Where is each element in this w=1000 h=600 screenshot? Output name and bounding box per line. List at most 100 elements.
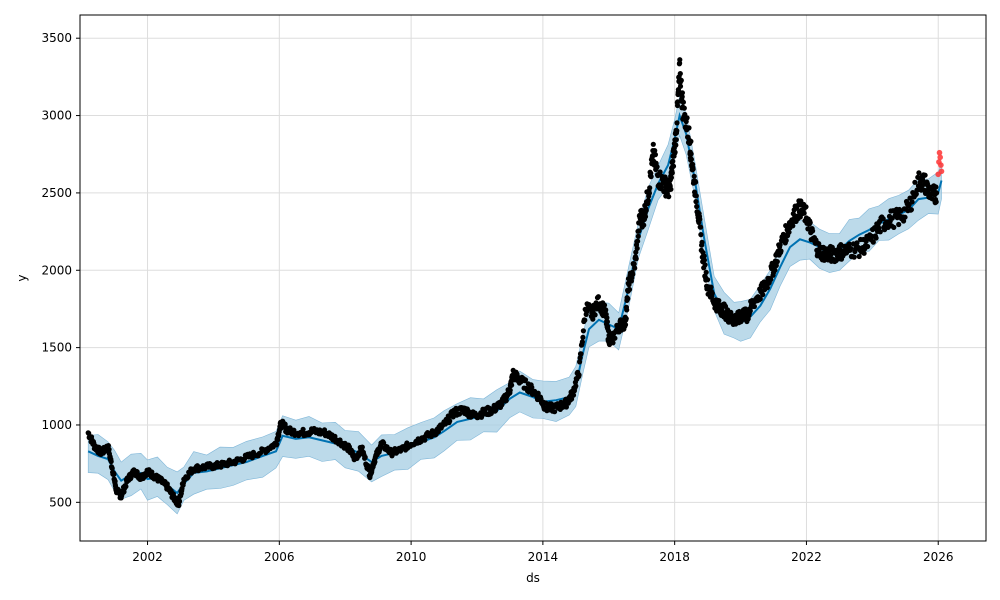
observed-point <box>643 208 649 214</box>
observed-point <box>902 214 908 220</box>
observed-point <box>580 328 587 334</box>
observed-point <box>686 125 692 131</box>
observed-point <box>698 232 704 238</box>
observed-point <box>777 242 783 248</box>
observed-point <box>891 224 897 230</box>
x-axis-ticks: 2002 2006 2010 2014 2018 2022 2026 <box>132 541 954 564</box>
observed-point <box>658 184 665 190</box>
observed-point <box>698 224 704 230</box>
observed-point <box>595 294 602 300</box>
observed-point <box>654 164 660 170</box>
observed-point <box>705 277 711 283</box>
observed-point <box>774 259 780 265</box>
observed-point <box>697 216 703 222</box>
observed-point <box>783 237 789 244</box>
observed-point <box>592 312 598 318</box>
observed-point <box>801 210 807 216</box>
observed-point <box>716 298 722 304</box>
y-tick-label: 1500 <box>41 341 72 355</box>
observed-point <box>612 335 618 341</box>
observed-point <box>635 238 641 244</box>
observed-point <box>666 194 672 200</box>
observed-point <box>786 229 792 235</box>
observed-point <box>646 190 653 196</box>
recent-point <box>936 149 943 156</box>
observed-point <box>624 307 630 313</box>
observed-point <box>631 261 637 267</box>
x-tick-label: 2026 <box>923 550 954 564</box>
observed-point <box>933 184 939 190</box>
observed-point <box>590 316 596 322</box>
observed-point <box>772 267 778 273</box>
x-tick-label: 2006 <box>264 550 295 564</box>
x-axis-title: ds <box>526 571 540 585</box>
observed-point <box>630 271 636 277</box>
observed-point <box>623 316 629 322</box>
observed-point <box>846 241 852 247</box>
observed-point <box>573 383 579 389</box>
observed-point <box>872 225 878 231</box>
observed-point <box>633 256 639 262</box>
observed-point <box>529 384 535 390</box>
observed-point <box>499 402 505 408</box>
observed-point <box>604 319 611 325</box>
observed-point <box>577 359 583 365</box>
observed-point <box>810 228 816 234</box>
observed-point <box>703 269 709 275</box>
observed-point <box>922 172 928 178</box>
observed-point <box>668 175 675 181</box>
observed-point <box>563 404 570 410</box>
observed-point <box>673 137 679 143</box>
observed-point <box>605 324 611 330</box>
observed-point <box>362 454 368 460</box>
observed-point <box>372 459 378 465</box>
observed-point <box>909 199 915 205</box>
recent-point <box>938 162 944 168</box>
observed-point <box>757 296 763 302</box>
observed-point <box>912 179 918 185</box>
observed-point <box>579 339 586 345</box>
y-tick-label: 2500 <box>41 186 72 200</box>
observed-point <box>701 257 708 263</box>
observed-point <box>648 174 654 180</box>
observed-point <box>601 302 608 308</box>
x-tick-label: 2014 <box>528 550 559 564</box>
y-tick-label: 500 <box>49 495 72 509</box>
observed-point <box>641 222 647 228</box>
observed-point <box>790 223 796 229</box>
observed-point <box>679 94 685 100</box>
observed-point <box>668 186 674 192</box>
observed-point <box>861 250 867 256</box>
observed-point <box>300 426 306 432</box>
observed-point <box>702 262 708 268</box>
observed-point <box>678 77 684 83</box>
observed-point <box>642 214 649 220</box>
observed-point <box>854 240 860 246</box>
observed-point <box>688 151 694 157</box>
observed-point <box>773 262 779 269</box>
y-tick-label: 3500 <box>41 31 72 45</box>
observed-point <box>509 382 515 388</box>
observed-point <box>673 142 679 148</box>
observed-point <box>677 57 683 63</box>
observed-point <box>634 245 640 251</box>
observed-point <box>282 421 288 427</box>
observed-point <box>576 372 582 378</box>
observed-point <box>677 83 684 89</box>
x-tick-label: 2018 <box>659 550 690 564</box>
observed-point <box>870 239 876 245</box>
observed-point <box>604 315 610 321</box>
y-tick-label: 3000 <box>41 109 72 123</box>
observed-point <box>760 292 766 298</box>
observed-point <box>778 248 784 254</box>
observed-point <box>108 458 114 465</box>
observed-point <box>670 163 677 169</box>
observed-point <box>694 203 700 210</box>
observed-point <box>109 465 115 471</box>
observed-point <box>622 322 629 328</box>
observed-point <box>274 441 280 447</box>
observed-point <box>708 284 714 290</box>
observed-point <box>652 148 658 154</box>
observed-points <box>85 57 940 509</box>
